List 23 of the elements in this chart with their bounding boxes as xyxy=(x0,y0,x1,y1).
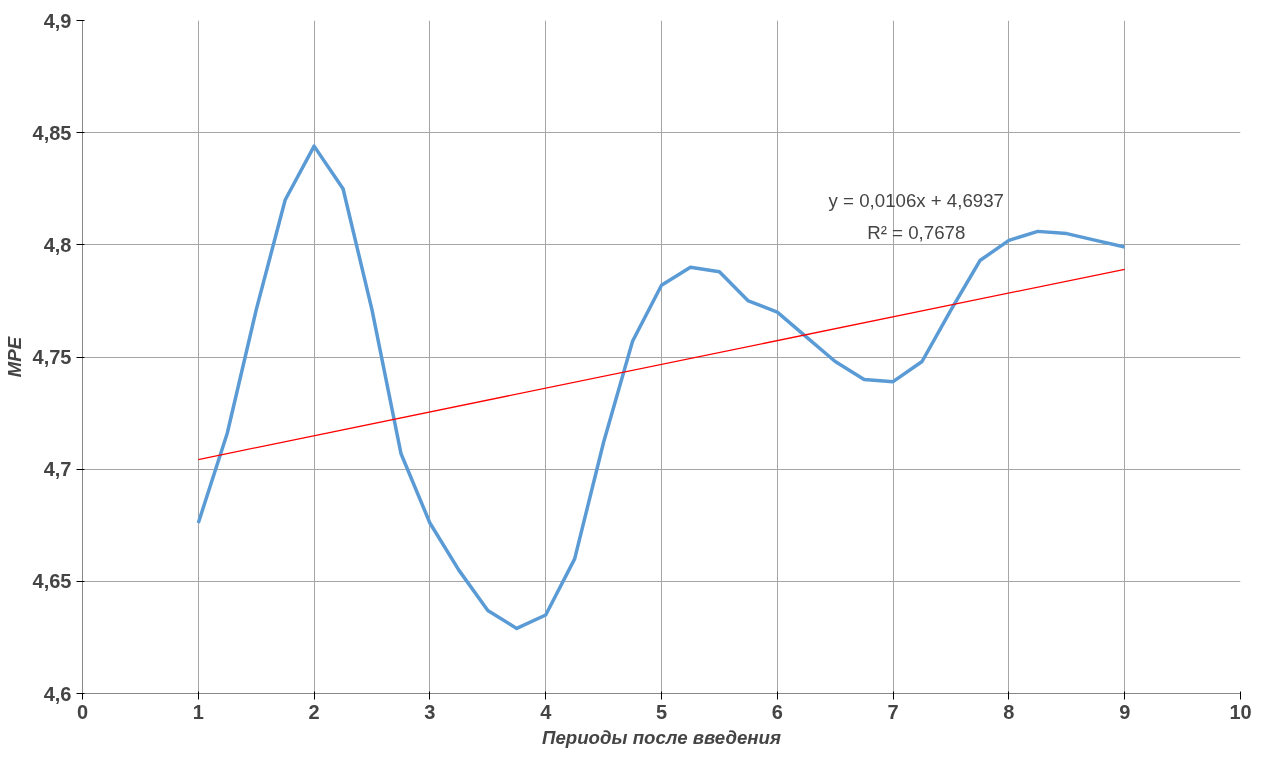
x-tick-label: 10 xyxy=(1229,700,1252,723)
x-tick-label: 9 xyxy=(1119,700,1131,723)
line-series xyxy=(196,144,1127,631)
y-tick-label: 4,85 xyxy=(32,121,72,144)
y-tick-label: 4,65 xyxy=(32,570,72,593)
annotation: y = 0,0106x + 4,6937 xyxy=(828,190,1004,212)
x-tick-label: 4 xyxy=(540,700,553,723)
x-tick-label: 5 xyxy=(655,700,668,723)
x-tick-label: 3 xyxy=(424,700,436,723)
x-axis-title: Периоды после введения xyxy=(542,726,781,748)
x-tick-label: 7 xyxy=(887,700,899,723)
y-axis-title: MPE xyxy=(3,336,25,378)
x-tick-label: 2 xyxy=(308,700,320,723)
y-tick-label: 4,6 xyxy=(43,682,72,705)
y-tick-label: 4,75 xyxy=(32,346,72,368)
y-tick-label: 4,9 xyxy=(43,9,72,32)
x-tick-label: 8 xyxy=(1003,700,1015,723)
y-tick-label: 4,7 xyxy=(43,458,72,481)
x-tick-label: 1 xyxy=(192,700,204,723)
annotation: R² = 0,7678 xyxy=(867,221,966,243)
y-tick-label: 4,8 xyxy=(43,233,72,256)
x-tick-label: 6 xyxy=(771,700,783,723)
x-tick-label: 0 xyxy=(76,700,89,723)
